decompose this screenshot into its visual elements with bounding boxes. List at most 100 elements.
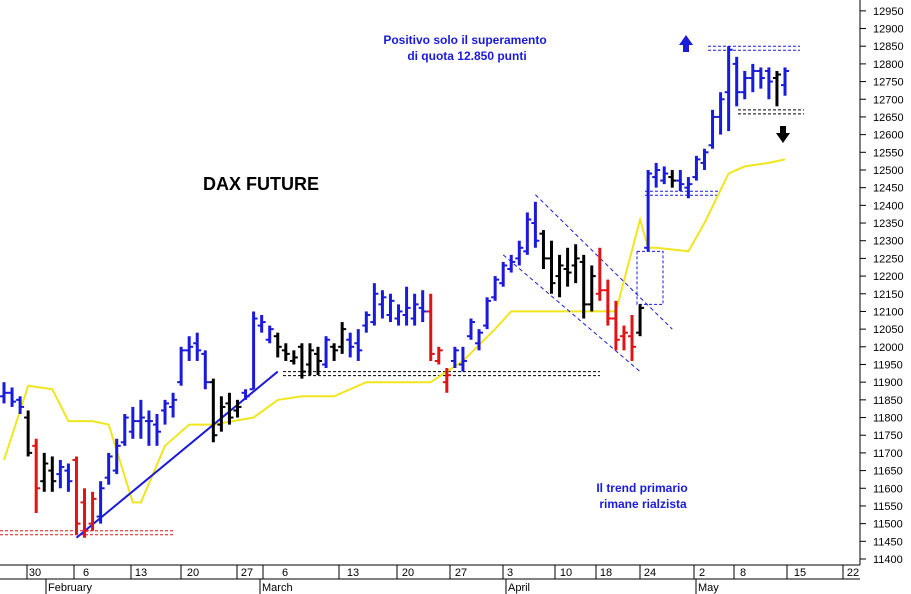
channel-line [502, 254, 641, 372]
y-tick-label: 12800 [873, 59, 904, 71]
ohlc-bar [539, 230, 548, 270]
y-tick-label: 11400 [873, 554, 903, 566]
y-tick-label: 11750 [873, 430, 903, 442]
y-tick-label: 12100 [873, 306, 904, 318]
ohlc-bar [716, 92, 725, 135]
ohlc-bar [88, 491, 97, 531]
ohlc-bar [442, 368, 451, 393]
arrow-up-icon [679, 35, 693, 52]
ohlc-bar [708, 109, 717, 149]
ohlc-bar [16, 396, 25, 415]
ohlc-bar [547, 240, 556, 294]
y-tick-label: 12200 [873, 271, 904, 283]
x-tick-label: 24 [644, 567, 656, 579]
ohlc-bar [80, 488, 89, 538]
ohlc-bar [217, 396, 226, 432]
y-tick-label: 12150 [873, 289, 904, 301]
ohlc-bar [458, 346, 467, 372]
moving-average-line [3, 158, 786, 504]
ohlc-bar [764, 67, 773, 100]
ohlc-bar [136, 399, 145, 439]
ohlc-bar [362, 311, 371, 333]
x-tick-label: 27 [455, 567, 467, 579]
ohlc-bar [265, 325, 274, 344]
y-tick-label: 12550 [873, 147, 904, 159]
x-tick-label: 10 [560, 567, 572, 579]
ohlc-bar [466, 318, 475, 340]
ohlc-bar [281, 343, 290, 361]
y-tick-label: 12900 [873, 24, 904, 36]
y-tick-label: 12950 [873, 6, 904, 18]
ohlc-bar [603, 279, 612, 326]
y-tick-label: 11550 [873, 501, 903, 513]
y-tick-label: 11950 [873, 359, 903, 371]
plot-area [0, 45, 804, 539]
x-tick-label: 2 [699, 567, 705, 579]
ohlc-bar [644, 169, 653, 252]
y-tick-label: 11800 [873, 413, 903, 425]
ohlc-bar [668, 169, 677, 188]
ohlc-bar [426, 293, 435, 361]
ohlc-bar [748, 63, 757, 93]
y-tick-label: 12300 [873, 236, 904, 248]
x-tick-label: 8 [740, 567, 746, 579]
ohlc-bar [185, 336, 194, 361]
ohlc-bar [48, 456, 57, 492]
x-month-label: April [508, 582, 530, 594]
y-tick-label: 12700 [873, 94, 904, 106]
ohlc-bar [201, 350, 210, 390]
ohlc-bar [434, 346, 443, 365]
ohlc-bar [756, 67, 765, 89]
ohlc-bar [241, 389, 250, 400]
ohlc-bar [628, 314, 637, 361]
ohlc-bar [0, 382, 8, 404]
ohlc-bar [370, 283, 379, 326]
ohlc-bar [499, 261, 508, 287]
annotation-bottom-line-1: Il trend primario [596, 481, 687, 495]
ohlc-bar [112, 438, 121, 475]
ohlc-bar [314, 346, 323, 376]
ohlc-bar [322, 336, 331, 369]
ohlc-bar [595, 247, 604, 301]
ohlc-bar [305, 343, 314, 376]
x-tick-label: 20 [187, 567, 199, 579]
ohlc-bar [523, 212, 532, 255]
ohlc-bar [64, 463, 73, 492]
ohlc-bar [161, 399, 170, 425]
x-tick-label: 27 [241, 567, 253, 579]
x-tick-label: 6 [282, 567, 288, 579]
x-tick-label: 30 [29, 567, 41, 579]
ohlc-bar [571, 244, 580, 284]
ohlc-bar [104, 452, 113, 485]
ohlc-bar [475, 329, 484, 351]
ohlc-bar [563, 247, 572, 287]
ohlc-bar [96, 481, 105, 524]
ohlc-bar [410, 293, 419, 326]
ohlc-bar [330, 343, 339, 361]
y-tick-label: 12050 [873, 324, 904, 336]
x-tick-label: 15 [794, 567, 806, 579]
chart-title: DAX FUTURE [203, 174, 319, 194]
ohlc-bar [491, 276, 500, 301]
ohlc-bar [418, 290, 427, 323]
annotation-bottom-line-2: rimane rialzista [599, 497, 687, 511]
ohlc-bar [692, 155, 701, 181]
y-tick-label: 12600 [873, 130, 904, 142]
ohlc-bar [700, 148, 709, 170]
ohlc-bar [249, 311, 258, 391]
ohlc-bar [177, 346, 186, 386]
y-tick-label: 11650 [873, 466, 903, 478]
ohlc-bar [724, 46, 733, 132]
y-tick-label: 11600 [873, 483, 903, 495]
y-tick-label: 11700 [873, 448, 903, 460]
ohlc-bar [346, 332, 355, 358]
y-tick-label: 12400 [873, 200, 904, 212]
y-tick-label: 12250 [873, 253, 904, 265]
ohlc-bar [257, 314, 266, 333]
x-tick-label: 20 [402, 567, 414, 579]
ohlc-bar [660, 166, 669, 185]
y-tick-label: 12350 [873, 218, 904, 230]
ohlc-bar [225, 392, 234, 425]
x-tick-label: 3 [507, 567, 513, 579]
